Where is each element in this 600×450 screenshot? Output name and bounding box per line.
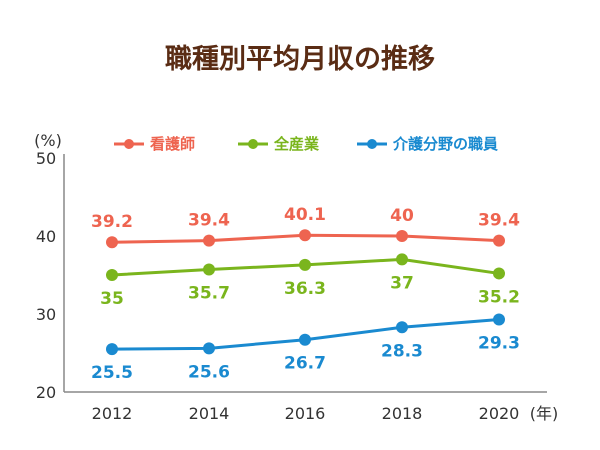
data-label: 25.5 xyxy=(91,363,133,383)
data-point xyxy=(299,229,311,242)
y-tick-label: 30 xyxy=(36,305,56,324)
legend-label: 看護師 xyxy=(150,135,195,153)
x-axis-label: (年) xyxy=(530,404,559,423)
data-point xyxy=(106,269,118,281)
series-3: 25.5 25.6 26.7 28.3 29.3 xyxy=(91,313,520,383)
legend-marker xyxy=(248,139,258,149)
x-tick-label: 2020 xyxy=(479,404,520,423)
axes: 20 30 40 50 2012 2014 2016 2018 2020 xyxy=(36,149,547,423)
data-point xyxy=(396,321,408,334)
chart-title: 職種別平均月収の推移 xyxy=(165,44,435,75)
data-label: 39.4 xyxy=(478,211,520,231)
data-label: 29.3 xyxy=(478,333,520,353)
x-tick-label: 2012 xyxy=(92,404,133,423)
data-label: 37 xyxy=(390,273,414,293)
data-label: 40 xyxy=(390,206,414,226)
data-label: 25.6 xyxy=(188,362,230,382)
data-label: 39.4 xyxy=(188,211,230,231)
series-1: 39.2 39.4 40.1 40 39.4 xyxy=(91,205,520,249)
legend: 看護師 全産業 介護分野の職員 xyxy=(114,135,498,153)
legend-item: 介護分野の職員 xyxy=(357,135,498,153)
data-label: 35.2 xyxy=(478,287,520,307)
x-tick-label: 2014 xyxy=(189,404,230,423)
data-point xyxy=(106,343,118,356)
data-label: 35.7 xyxy=(188,284,230,304)
data-point xyxy=(493,234,505,247)
data-point xyxy=(396,253,408,266)
y-tick-label: 20 xyxy=(36,383,56,402)
data-label: 26.7 xyxy=(284,354,326,374)
x-tick-label: 2018 xyxy=(382,404,423,423)
data-label: 35 xyxy=(100,289,124,309)
data-label: 39.2 xyxy=(91,212,133,232)
data-point xyxy=(299,333,311,346)
y-tick-label: 40 xyxy=(36,227,56,246)
series-2: 35 35.7 36.3 37 35.2 xyxy=(100,253,520,309)
legend-label: 全産業 xyxy=(273,135,320,153)
data-point xyxy=(493,313,505,326)
legend-marker xyxy=(124,139,134,149)
y-tick-label: 50 xyxy=(36,149,56,168)
data-point xyxy=(203,234,215,247)
data-point xyxy=(106,236,118,249)
legend-label: 介護分野の職員 xyxy=(392,135,498,153)
legend-item: 全産業 xyxy=(238,135,320,153)
y-axis-label: (%) xyxy=(34,131,62,150)
legend-marker xyxy=(367,139,377,149)
x-tick-label: 2016 xyxy=(285,404,326,423)
data-point xyxy=(203,263,215,276)
data-point xyxy=(203,342,215,355)
legend-item: 看護師 xyxy=(114,135,195,153)
data-point xyxy=(299,258,311,271)
data-point xyxy=(396,230,408,242)
data-label: 36.3 xyxy=(284,279,326,299)
data-label: 40.1 xyxy=(284,205,326,225)
data-label: 28.3 xyxy=(381,341,423,361)
data-point xyxy=(493,267,505,280)
